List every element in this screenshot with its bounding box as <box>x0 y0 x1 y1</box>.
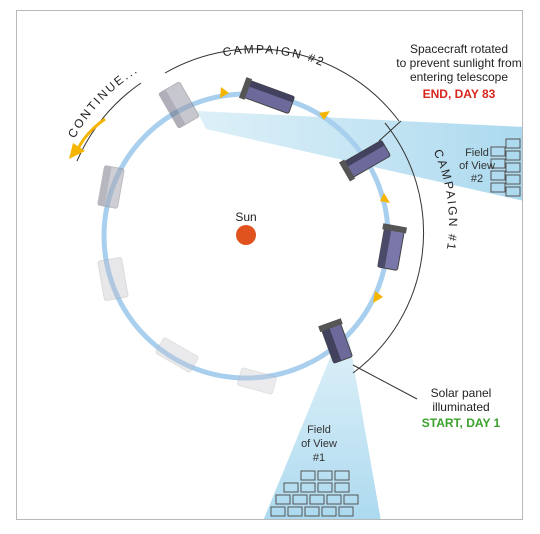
continue-label: CONTINUE... <box>65 62 141 140</box>
svg-text:of View: of View <box>459 160 495 172</box>
solar-text-line1: Solar panel <box>431 386 492 400</box>
sun-icon <box>236 225 256 245</box>
direction-arrow <box>319 111 330 120</box>
field-of-view-1-beam <box>263 339 381 519</box>
svg-text:of View: of View <box>301 438 337 450</box>
spacecraft-faded <box>97 81 200 209</box>
campaign-1-arc <box>352 122 425 374</box>
continue-arrow <box>69 117 106 159</box>
svg-text:Field: Field <box>465 147 489 159</box>
rotated-text-line3: entering telescope <box>410 70 508 84</box>
campaign-2-label: CAMPAIGN #2 <box>222 42 328 69</box>
svg-text:Field: Field <box>307 424 331 436</box>
start-annotation: Solar panel illuminated START, DAY 1 <box>422 386 501 430</box>
svg-text:#1: #1 <box>313 452 325 464</box>
sun-label: Sun <box>235 210 256 224</box>
spacecraft-faded-light <box>97 257 277 395</box>
rotated-text-line2: to prevent sunlight from <box>396 56 521 70</box>
orbit-diagram: Sun CAMPAIGN #2 CAMPAIGN #1 CONTINUE... … <box>65 42 522 519</box>
detector-grid-2 <box>490 138 521 197</box>
start-leader-line <box>352 364 418 400</box>
end-annotation: Spacecraft rotated to prevent sunlight f… <box>396 42 521 101</box>
fov-1-annotation: Field of View #1 <box>301 424 337 464</box>
end-leader-line <box>378 120 402 142</box>
orbit-direction-arrows <box>220 87 390 303</box>
spacecraft-start <box>318 318 353 364</box>
svg-text:#2: #2 <box>471 173 483 185</box>
direction-arrow <box>220 87 229 98</box>
end-day-label: END, DAY 83 <box>423 87 496 101</box>
campaign-2-arc <box>164 48 400 122</box>
spacecraft-campaign-2 <box>238 77 295 114</box>
diagram-frame: Sun CAMPAIGN #2 CAMPAIGN #1 CONTINUE... … <box>16 10 523 520</box>
spacecraft-mid-campaign-1 <box>377 223 407 271</box>
start-day-label: START, DAY 1 <box>422 416 501 430</box>
rotated-text-line1: Spacecraft rotated <box>410 42 508 56</box>
direction-arrow <box>373 291 383 303</box>
solar-text-line2: illuminated <box>432 400 489 414</box>
detector-grid-1 <box>270 470 359 517</box>
direction-arrow <box>380 193 390 203</box>
spacecraft-end <box>338 140 391 182</box>
fov-2-annotation: Field of View #2 <box>459 147 495 185</box>
